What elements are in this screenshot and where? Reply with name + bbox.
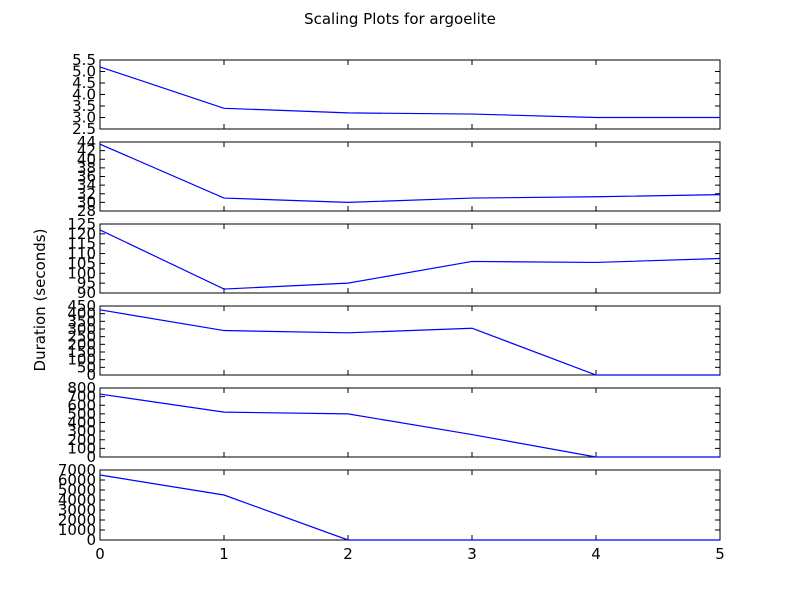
xtick-label: 3	[467, 545, 477, 563]
subplot-5-series-line	[99, 393, 720, 458]
subplot-2-ytick-label: 34	[77, 176, 96, 194]
subplot-4-ytick-label: 150	[67, 343, 96, 361]
subplot-2-ytick-label: 32	[77, 185, 96, 203]
subplot-5-ytick-label: 600	[67, 396, 96, 414]
subplot-2-ytick-label: 30	[77, 193, 96, 211]
subplot-4-frame	[99, 305, 721, 376]
subplot-4-ytick-label: 50	[77, 358, 96, 376]
subplot-6-frame	[99, 469, 721, 541]
subplot-2-series-line	[99, 143, 721, 203]
subplot-4-ytick-label: 300	[67, 320, 96, 338]
subplot-2-ytick-label: 44	[77, 133, 96, 151]
xtick-label: 4	[591, 545, 601, 563]
subplot-3-ytick-label: 125	[67, 215, 96, 233]
subplot-3-ytick-label: 95	[77, 274, 96, 292]
subplot-5-ytick-label: 200	[67, 431, 96, 449]
chart-title: Scaling Plots for argoelite	[304, 10, 496, 28]
xtick-label: 0	[95, 545, 105, 563]
subplot-5-frame	[99, 387, 721, 458]
y-axis-label: Duration (seconds)	[31, 228, 49, 372]
subplot-6-ytick-label: 5000	[58, 481, 96, 499]
subplot-5-ytick-label: 400	[67, 414, 96, 432]
subplot-3-ytick-label: 120	[67, 225, 96, 243]
subplot-5-ytick-label: 700	[67, 388, 96, 406]
subplot-4-ytick-label: 350	[67, 312, 96, 330]
subplot-6-ytick-label: 6000	[58, 471, 96, 489]
subplot-2-ytick-label: 28	[77, 202, 96, 220]
subplot-5-ytick-label: 0	[86, 448, 96, 466]
subplot-6-ytick-label: 0	[86, 531, 96, 549]
subplot-5-ytick-label: 800	[67, 379, 96, 397]
subplot-1-ytick-label: 2.5	[72, 120, 96, 138]
subplot-4-ytick-label: 100	[67, 351, 96, 369]
subplot-1-ytick-label: 5.5	[72, 51, 96, 69]
subplot-2-ytick-label: 36	[77, 168, 96, 186]
subplot-4-ytick-label: 450	[67, 297, 96, 315]
xtick-label: 2	[343, 545, 353, 563]
subplot-6-ytick-label: 2000	[58, 511, 96, 529]
subplot-6-ytick-label: 1000	[58, 521, 96, 539]
subplot-1-ytick-label: 3.0	[72, 109, 96, 127]
subplot-3-frame	[99, 223, 721, 294]
subplot-6-series-line	[99, 474, 720, 541]
subplot-3-ytick-label: 100	[67, 264, 96, 282]
subplot-3-ytick-label: 105	[67, 254, 96, 272]
subplot-5-ytick-label: 500	[67, 405, 96, 423]
subplot-3-ytick-label: 115	[67, 235, 96, 253]
subplot-4-ytick-label: 0	[86, 366, 96, 384]
subplot-1-ytick-label: 3.5	[72, 97, 96, 115]
subplot-4-series-line	[99, 309, 720, 376]
subplot-1-ytick-label: 4.0	[72, 86, 96, 104]
subplot-3-series-line	[99, 229, 721, 290]
subplot-1-ytick-label: 5.0	[72, 63, 96, 81]
subplot-5-ytick-label: 300	[67, 422, 96, 440]
subplot-2-ytick-label: 40	[77, 150, 96, 168]
subplot-3-ytick-label: 90	[77, 284, 96, 302]
subplot-6-ytick-label: 4000	[58, 491, 96, 509]
subplot-1-ytick-label: 4.5	[72, 74, 96, 92]
xtick-label: 5	[715, 545, 725, 563]
subplot-4-ytick-label: 200	[67, 335, 96, 353]
subplot-4-ytick-label: 400	[67, 305, 96, 323]
subplot-3-ytick-label: 110	[67, 245, 96, 263]
subplot-5-ytick-label: 100	[67, 439, 96, 457]
subplot-2-ytick-label: 42	[77, 142, 96, 160]
subplot-1-frame	[99, 59, 721, 130]
subplot-6-ytick-label: 3000	[58, 501, 96, 519]
subplot-1-series-line	[99, 66, 720, 119]
xtick-label: 1	[219, 545, 229, 563]
subplot-6-ytick-label: 7000	[58, 461, 96, 479]
subplot-2-ytick-label: 38	[77, 159, 96, 177]
subplot-4-ytick-label: 250	[67, 328, 96, 346]
